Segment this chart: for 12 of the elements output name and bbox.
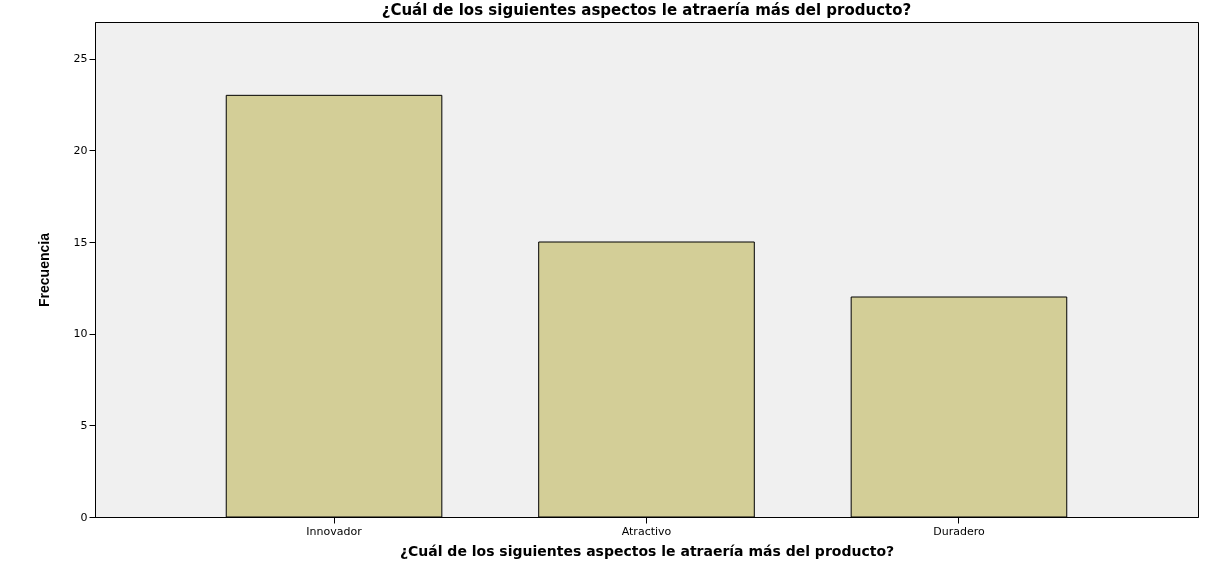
x-axis-title: ¿Cuál de los siguientes aspectos le atraería más del producto? [399,542,895,559]
y-tick-label: 25 [73,52,88,66]
x-tick-label: Duradero [933,524,985,538]
chart-title: ¿Cuál de los siguientes aspectos le atraería más del producto? [381,1,912,19]
x-tick-label: Atractivo [621,524,672,538]
y-tick-label: 15 [73,235,88,249]
y-tick-label: 0 [80,510,88,524]
y-tick-label: 20 [73,143,88,157]
x-tick-label: Innovador [306,524,363,538]
y-axis-title: Frecuencia [35,232,52,307]
y-tick-label: 10 [73,327,88,341]
y-tick-label: 5 [80,418,88,432]
